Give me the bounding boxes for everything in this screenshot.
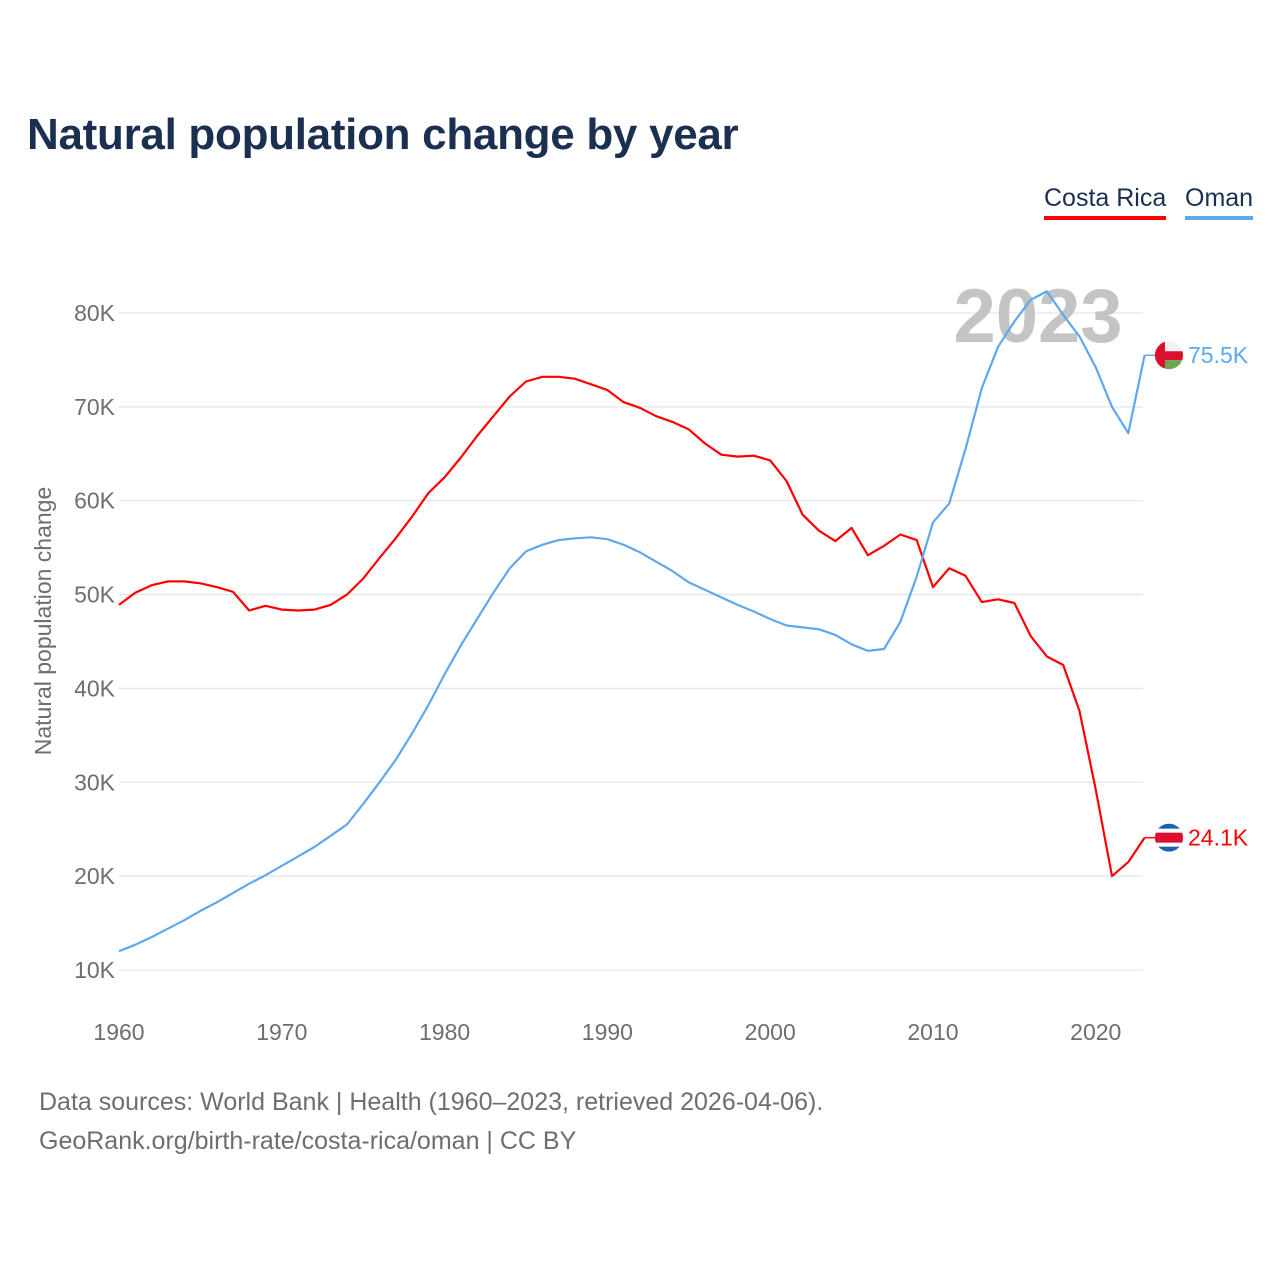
x-tick-label: 2020 (1070, 1019, 1121, 1045)
y-tick-label: 30K (74, 769, 116, 795)
year-watermark: 2023 (953, 274, 1122, 359)
x-tick-label: 1970 (256, 1019, 307, 1045)
y-tick-label: 80K (74, 300, 116, 326)
series-line-costa-rica (118, 375, 1146, 878)
end-labels: 24.1K 75.5K (1144, 341, 1249, 852)
data-source-note: Data sources: World Bank | Health (1960–… (39, 1088, 824, 1116)
legend-item-oman[interactable]: Oman (1185, 184, 1254, 220)
y-axis-label: Natural population change (30, 487, 56, 756)
y-tick-label: 10K (74, 957, 116, 983)
y-tick-label: 50K (74, 582, 116, 608)
series-lines (118, 290, 1146, 953)
y-tick-label: 20K (74, 863, 116, 889)
end-value-label-costa-rica: 24.1K (1188, 825, 1249, 851)
x-tick-label: 1960 (93, 1019, 144, 1045)
costa-rica-flag-icon (1155, 823, 1183, 852)
y-tick-label: 40K (74, 675, 116, 701)
legend-item-costa-rica[interactable]: Costa Rica (1044, 184, 1167, 220)
x-tick-label: 2010 (907, 1019, 958, 1045)
oman-flag-icon (1155, 341, 1183, 370)
series-line-oman (118, 290, 1146, 953)
y-axis-ticks: 10K 20K 30K 40K 50K 60K 70K 80K (74, 300, 116, 983)
x-tick-label: 1990 (582, 1019, 633, 1045)
end-value-label-oman: 75.5K (1188, 342, 1249, 368)
y-tick-label: 60K (74, 488, 116, 514)
gridlines (119, 312, 1143, 971)
x-tick-label: 2000 (745, 1019, 796, 1045)
source-link[interactable]: GeoRank.org/birth-rate/costa-rica/oman |… (39, 1127, 577, 1155)
y-tick-label: 70K (74, 394, 116, 420)
x-tick-label: 1980 (419, 1019, 470, 1045)
chart-title: Natural population change by year (27, 110, 739, 159)
x-axis-ticks: 1960 1970 1980 1990 2000 2010 2020 (93, 1019, 1121, 1045)
